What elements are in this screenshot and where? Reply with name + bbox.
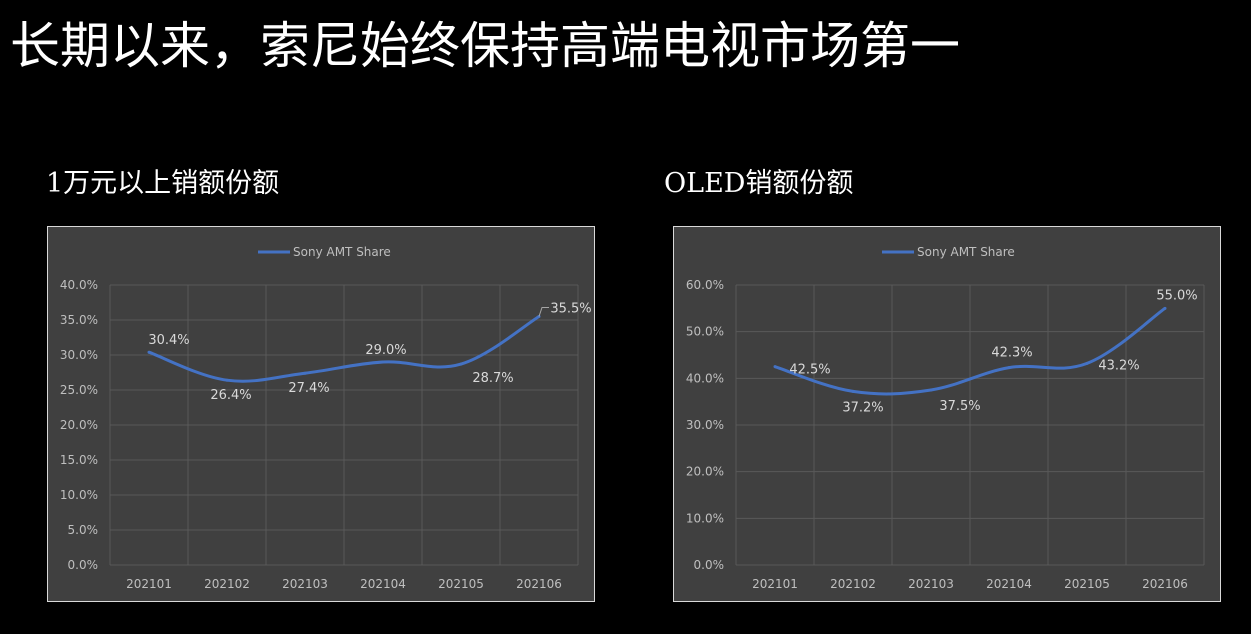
chart-heading-oled-share: OLED销额份额: [664, 168, 854, 199]
chart-panel-premium-share: 0.0% 5.0% 10.0% 15.0% 20.0% 25.0% 30.0% 35.0% 40…: [47, 226, 595, 602]
y-tick-label: 10.0%: [60, 488, 98, 502]
data-label: 42.5%: [789, 363, 830, 378]
data-label: 29.0%: [365, 343, 406, 358]
legend-label: Sony AMT Share: [917, 245, 1015, 259]
y-tick-label: 60.0%: [686, 278, 724, 292]
data-point: [381, 360, 385, 364]
y-tick-label: 25.0%: [60, 383, 98, 397]
y-tick-label: 15.0%: [60, 453, 98, 467]
data-point: [773, 365, 777, 369]
chart-heading-premium-share: 1万元以上销额份额: [46, 168, 280, 199]
y-tick-label: 0.0%: [68, 558, 99, 572]
data-label: 30.4%: [148, 333, 189, 348]
x-tick-label: 202106: [516, 577, 562, 591]
data-point: [147, 350, 151, 354]
x-tick-label: 202105: [1064, 577, 1110, 591]
y-tick-label: 40.0%: [686, 371, 724, 385]
legend-label: Sony AMT Share: [293, 245, 391, 259]
page-title: 长期以来，索尼始终保持高端电视市场第一: [10, 17, 960, 75]
chart-panel-oled-share: 0.0% 10.0% 20.0% 30.0% 40.0% 50.0% 60.0% 202101…: [673, 226, 1221, 602]
data-point: [1085, 361, 1089, 365]
y-tick-label: 10.0%: [686, 511, 724, 525]
y-tick-label: 30.0%: [686, 418, 724, 432]
y-tick-label: 35.0%: [60, 313, 98, 327]
x-tick-label: 202103: [282, 577, 328, 591]
data-label: 37.5%: [939, 399, 980, 414]
data-label-leader-line: [538, 307, 549, 317]
data-label: 28.7%: [472, 371, 513, 386]
data-point: [929, 388, 933, 392]
line-chart-oled-share: 0.0% 10.0% 20.0% 30.0% 40.0% 50.0% 60.0% 202101…: [686, 245, 1205, 591]
y-tick-label: 50.0%: [686, 325, 724, 339]
y-tick-label: 20.0%: [686, 465, 724, 479]
data-point: [225, 378, 229, 382]
x-tick-label: 202103: [908, 577, 954, 591]
x-tick-label: 202104: [986, 577, 1032, 591]
x-tick-label: 202105: [438, 577, 484, 591]
x-tick-label: 202101: [126, 577, 172, 591]
data-point: [1007, 366, 1011, 370]
x-tick-label: 202101: [752, 577, 798, 591]
data-point: [1163, 306, 1167, 310]
x-tick-label: 202102: [830, 577, 876, 591]
data-label: 55.0%: [1156, 288, 1197, 303]
y-tick-label: 20.0%: [60, 418, 98, 432]
x-tick-label: 202106: [1142, 577, 1188, 591]
data-label: 26.4%: [210, 388, 251, 403]
series-line-sony-amt-share: [148, 315, 540, 383]
data-point: [459, 362, 463, 366]
line-chart-premium-share: 0.0% 5.0% 10.0% 15.0% 20.0% 25.0% 30.0% 35.0% 40…: [60, 245, 592, 591]
data-label: 35.5%: [550, 302, 591, 317]
y-tick-label: 30.0%: [60, 348, 98, 362]
data-label: 27.4%: [288, 381, 329, 396]
y-tick-label: 40.0%: [60, 278, 98, 292]
x-tick-label: 202102: [204, 577, 250, 591]
data-point: [851, 389, 855, 393]
data-point: [303, 371, 307, 375]
data-label: 42.3%: [991, 346, 1032, 361]
data-label: 37.2%: [842, 400, 883, 415]
series-line-sony-amt-share: [774, 307, 1166, 396]
data-label: 43.2%: [1098, 358, 1139, 373]
x-tick-label: 202104: [360, 577, 406, 591]
y-tick-label: 0.0%: [694, 558, 725, 572]
y-tick-label: 5.0%: [68, 523, 99, 537]
